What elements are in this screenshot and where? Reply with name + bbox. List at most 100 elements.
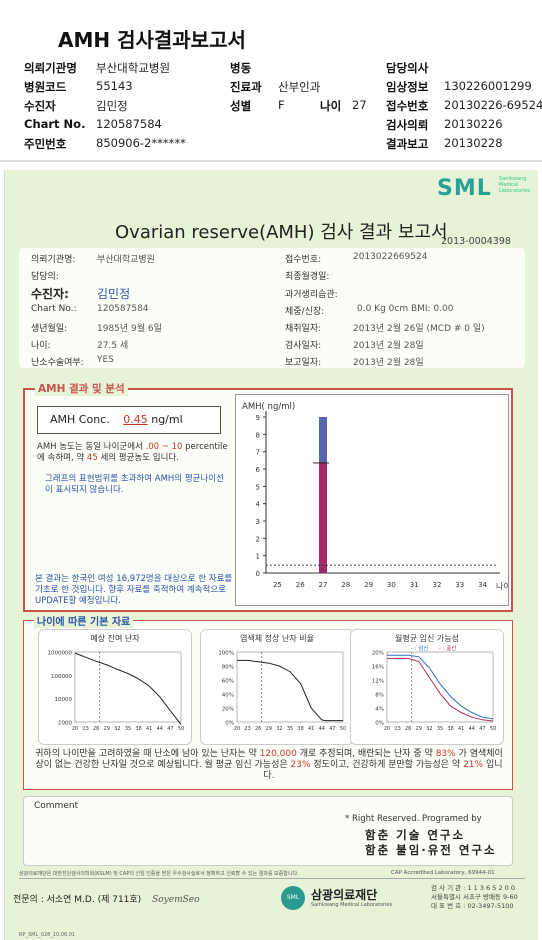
field-label: 주민번호 [24, 137, 67, 151]
field-label: 검사의뢰 [386, 118, 429, 132]
field-label: 담당의사 [386, 61, 429, 75]
org-name: 삼광의료재단 [311, 888, 378, 902]
normal-ratio: 83% [435, 749, 456, 759]
x-tick-label: 50 [490, 726, 496, 732]
x-tick-label: 26 [255, 726, 261, 732]
x-tick-label: 33 [455, 581, 464, 589]
rights-note: * Right Reserved. Programed by [345, 814, 482, 824]
summary-row: 수진자 김민정 성별 F 나이 27 접수번호 20130226-69524 [24, 98, 542, 116]
physician-label: 전문의 : 서소연 M.D. (제 711호) [13, 895, 142, 905]
mini-chart-title: 월평균 임신 가능성 [395, 633, 459, 643]
x-tick-label: 38 [447, 726, 453, 732]
x-tick-label: 29 [364, 581, 373, 589]
x-tick-label: 23 [244, 726, 250, 732]
text: 입니다. [263, 760, 503, 781]
physician-signature: SoyemSeo [152, 895, 200, 905]
y-tick-label: 0 [256, 570, 260, 578]
summary-row: 주민번호 850906-2****** 결과보고 20130228 [24, 136, 539, 154]
birth-chance: 21% [463, 760, 484, 770]
field-label: 보고일자: [285, 358, 322, 368]
y-tick-label: 2 [256, 535, 260, 543]
patient-info-card: 의뢰기관명: 부산대학교병원 담당의: 수진자: 김민정 Chart No.: … [19, 248, 525, 368]
mini-chart-title: 예상 잔여 난자 [90, 633, 140, 643]
x-tick-label: 29 [104, 726, 110, 732]
field-label: 담당의: [31, 272, 59, 282]
field-label: Chart No.: [31, 304, 77, 314]
normal-egg-ratio-chart: 염색체 정상 난자 비율 100% 80% 60% 40% 20% 0%20 23 26 29 32… [218, 633, 346, 732]
y-tick-label: 0% [225, 721, 234, 727]
x-tick-label: 20 [384, 726, 390, 732]
x-tick-label: 50 [340, 726, 346, 732]
y-tick-label: 7 [256, 449, 260, 457]
field-value: 120587584 [97, 304, 149, 314]
age-baseline-section: 나이에 따른 기본 자료 예상 잔여 난자 1000000 100000 10000 1… [23, 613, 513, 790]
comment-box: Comment [23, 796, 513, 866]
field-value: 부산대학교병원 [97, 255, 155, 265]
field-label: 생년월일: [31, 324, 68, 334]
mini-chart-normal-ratio: 염색체 정상 난자 비율 100% 80% 60% 40% 20% 0% 20 23 26 29 32… [200, 629, 354, 745]
field-label: 접수번호: [285, 255, 322, 265]
summary-header: AMH 검사결과보고서 의뢰기관명 부산대학교병원 병동 담당의사 병원코드 5… [0, 0, 542, 160]
data-source-note: 본 결과는 한국인 여성 16,972명을 대상으로 한 자료를 기초로 한 것… [35, 574, 233, 606]
plot-area [236, 651, 344, 723]
text: 세의 평균농도 입니다. [100, 453, 179, 463]
field-label: Chart No. [24, 117, 86, 131]
field-value: 2013년 2월 28일 [353, 358, 424, 368]
y-tick-label: 8 [256, 431, 260, 439]
accreditation-note: 삼광의료재단은 대한진단검사의학회(KSLM) 및 CAP의 신임 인증을 받은… [19, 871, 299, 877]
x-tick-label: 20 [72, 726, 78, 732]
text: AMH 농도는 동일 나이군에서 [37, 442, 143, 452]
text: percentile에 속하며, 약 [37, 442, 228, 463]
x-tick-label: 32 [426, 726, 432, 732]
text: 개로 추정되며, 배란되는 난자 중 약 [299, 749, 433, 759]
field-label: 과거생리습관: [285, 290, 338, 300]
y-tick-label: 12% [372, 679, 384, 685]
field-label: 의뢰기관명 [24, 61, 77, 75]
y-tick-label: 9 [256, 414, 260, 422]
x-tick-label: 23 [394, 726, 400, 732]
x-tick-label: 26 [405, 726, 411, 732]
address-line: 대 표 번 호 : 02-3497-5100 [431, 902, 514, 910]
mini-chart-title: 염색체 정상 난자 비율 [240, 633, 314, 643]
series-line [387, 657, 494, 722]
y-tick-label: 100000 [51, 674, 72, 680]
patient-name-label: 수진자: [31, 287, 69, 301]
x-tick-label: 47 [329, 726, 335, 732]
x-tick-label: 44 [319, 726, 325, 732]
y-tick-label: 80% [222, 665, 234, 671]
x-tick-label: 32 [433, 581, 442, 589]
field-label: 나이: [31, 341, 51, 351]
y-tick-label: 1000000 [48, 651, 73, 657]
field-value: 산부인과 [278, 80, 321, 94]
org-address: 검 사 기 관 : 1 1 3 6 5 2 0 0 서울특별시 서초구 방배동 … [431, 884, 518, 911]
x-tick-label: 38 [297, 726, 303, 732]
section-title: 나이에 따른 기본 자료 [34, 613, 134, 628]
mini-chart-remaining-eggs: 예상 잔여 난자 1000000 100000 10000 1000 20 23 26 29 32… [38, 629, 192, 745]
chart-title: AMH( ng/ml) [242, 402, 295, 412]
y-tick-label: 10000 [55, 697, 73, 703]
field-label: 임상정보 [386, 80, 429, 94]
x-tick-label: 27 [319, 581, 328, 589]
field-value: 김민정 [96, 99, 128, 113]
x-tick-label: 44 [469, 726, 475, 732]
section-title: AMH 결과 및 분석 [35, 381, 128, 396]
x-tick-label: 29 [266, 726, 272, 732]
divider [19, 878, 525, 879]
x-tick-label: 32 [276, 726, 282, 732]
amh-range-note: 그래프의 표현범위를 초과하여 AMH의 평균나이선이 표시되지 않습니다. [45, 474, 224, 495]
form-code: RP_SML_028_10.06.01 [19, 932, 76, 938]
percentile: .00 ~ 10 [145, 442, 183, 452]
divider [0, 160, 542, 162]
y-tick-label: 6 [256, 466, 261, 474]
page-title: AMH 검사결과보고서 [58, 28, 246, 52]
y-tick-label: 20% [372, 651, 384, 657]
x-tick-label: 35 [437, 726, 443, 732]
y-tick-label: 3 [256, 518, 260, 526]
x-tick-label: 35 [287, 726, 293, 732]
field-value: 2013년 2월 28일 [353, 341, 424, 351]
summary-row: 병원코드 55143 진료과 산부인과 임상정보 130226001299 [24, 79, 539, 97]
x-tick-label: 44 [157, 726, 163, 732]
summary-row: 의뢰기관명 부산대학교병원 병동 담당의사 [24, 60, 539, 78]
